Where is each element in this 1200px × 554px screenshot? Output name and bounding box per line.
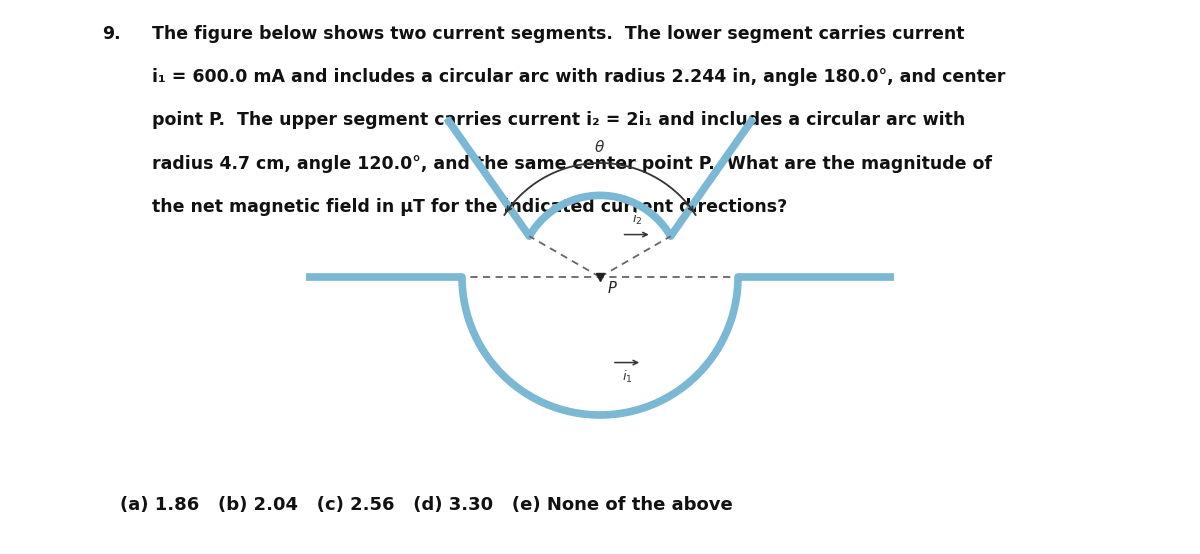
- Text: radius 4.7 cm, angle 120.0°, and the same center point P.  What are the magnitud: radius 4.7 cm, angle 120.0°, and the sam…: [152, 155, 992, 172]
- Text: i₁ = 600.0 mA and includes a circular arc with radius 2.244 in, angle 180.0°, an: i₁ = 600.0 mA and includes a circular ar…: [152, 68, 1006, 86]
- Text: (a) 1.86   (b) 2.04   (c) 2.56   (d) 3.30   (e) None of the above: (a) 1.86 (b) 2.04 (c) 2.56 (d) 3.30 (e) …: [120, 496, 733, 514]
- Text: $i_2$: $i_2$: [632, 211, 642, 227]
- Text: $\theta$: $\theta$: [594, 138, 606, 155]
- Text: the net magnetic field in μT for the indicated current directions?: the net magnetic field in μT for the ind…: [152, 198, 787, 216]
- Text: $i_1$: $i_1$: [623, 369, 632, 386]
- Text: point ​P.  The upper segment carries current i₂ = 2i₁ and includes a circular ar: point ​P. The upper segment carries curr…: [152, 111, 966, 129]
- Text: P: P: [607, 281, 616, 296]
- Text: 9.: 9.: [102, 25, 121, 43]
- Text: The figure below shows two current segments.  The lower segment carries current: The figure below shows two current segme…: [152, 25, 965, 43]
